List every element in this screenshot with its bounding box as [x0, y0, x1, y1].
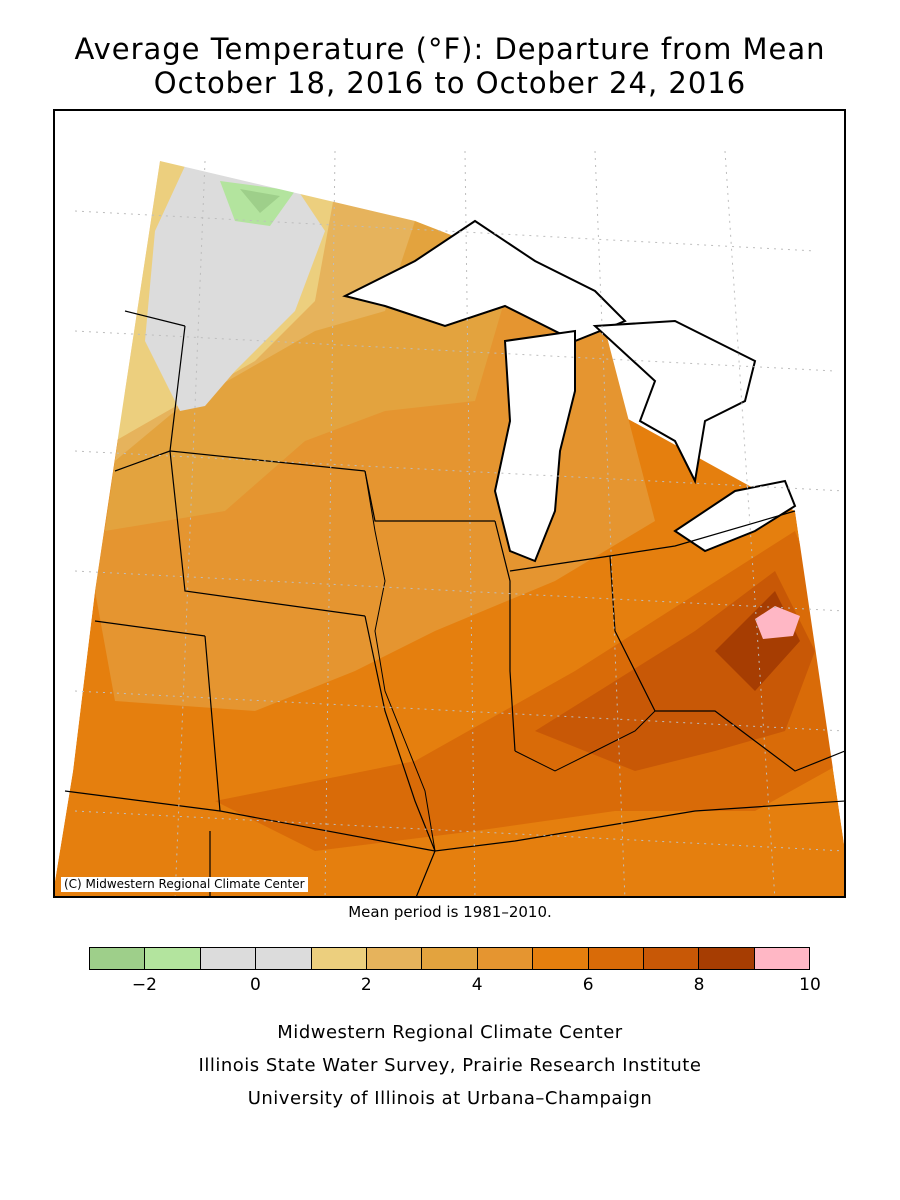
- lake-erie: [673, 479, 797, 553]
- legend-swatch: [588, 948, 644, 969]
- legend-swatch: [90, 948, 146, 969]
- legend-tick-label: 10: [799, 975, 821, 995]
- legend-swatch: [256, 948, 312, 969]
- graticule: [74, 150, 844, 896]
- map-title: Average Temperature (°F): Departure from…: [74, 32, 826, 66]
- legend-tick-label: 6: [582, 975, 594, 995]
- legend-tick-label: 2: [360, 975, 372, 995]
- state-boundaries: [64, 310, 844, 896]
- outside-area-left: [55, 111, 160, 881]
- legend-tick-label: −2: [131, 975, 157, 995]
- legend-swatch: [366, 948, 423, 969]
- footer-org: Midwestern Regional Climate Center: [277, 1022, 623, 1043]
- rivers: [364, 470, 656, 852]
- legend-tick-label: 8: [693, 975, 705, 995]
- footer-survey: Illinois State Water Survey, Prairie Res…: [198, 1055, 702, 1076]
- mean-period-note: Mean period is 1981–2010.: [348, 903, 552, 921]
- legend-swatch: [643, 948, 700, 969]
- legend-swatch: [533, 948, 589, 969]
- legend-tick-label: 0: [249, 975, 261, 995]
- map-date-range: October 18, 2016 to October 24, 2016: [153, 66, 747, 100]
- legend-swatch: [699, 948, 755, 969]
- outside-area-top: [160, 111, 844, 511]
- band-7-8: [215, 531, 844, 851]
- lake-huron: [592, 319, 757, 485]
- band-10-plus: [755, 606, 800, 639]
- outside-area-right: [795, 511, 844, 844]
- lake-michigan: [493, 329, 576, 563]
- legend-swatch: [754, 948, 810, 969]
- temperature-departure-map: (C) Midwestern Regional Climate Center: [53, 109, 846, 898]
- band-cooler: [240, 189, 280, 213]
- band-near-normal: [145, 166, 325, 411]
- legend-swatch: [422, 948, 478, 969]
- legend-swatch: [477, 948, 534, 969]
- legend-tick-label: 4: [471, 975, 483, 995]
- footer-university: University of Illinois at Urbana–Champai…: [247, 1088, 653, 1109]
- copyright-label: (C) Midwestern Regional Climate Center: [61, 877, 308, 892]
- lake-superior: [342, 219, 627, 343]
- legend-swatch: [145, 948, 201, 969]
- color-legend: [89, 947, 810, 970]
- legend-swatch: [311, 948, 367, 969]
- legend-swatch: [200, 948, 257, 969]
- map-graphic: [55, 111, 844, 896]
